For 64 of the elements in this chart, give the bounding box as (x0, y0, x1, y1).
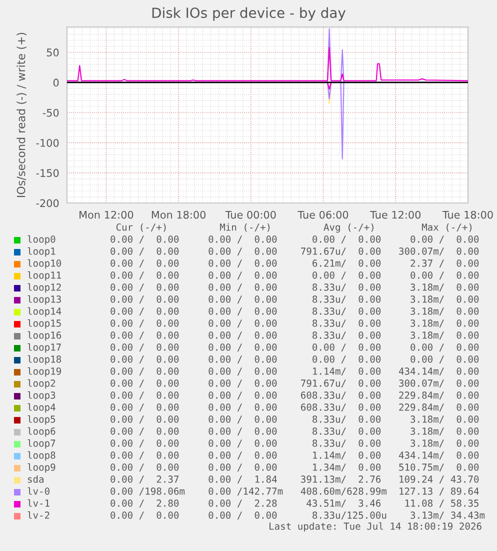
text: 0.00 / 0.00 0.00 / 0.00 0.00 / 0.00 0.00 / 0.00 (110, 236, 479, 244)
legend-label: loop0 (28, 235, 56, 245)
legend-label: loop9 (28, 463, 56, 473)
text: 0.00 / 0.00 0.00 / 0.00 0.00 / 0.00 0.00 / 0.00 (110, 344, 479, 352)
legend-label: loop11 (28, 271, 61, 281)
legend-label: loop3 (28, 391, 56, 401)
legend-label: loop6 (28, 427, 56, 437)
text: 0.00 / 0.00 0.00 / 0.00 8.33u/ 0.00 3.18m/ 0.00 (110, 284, 479, 292)
y-tick-label: -150 (36, 169, 59, 177)
text: 0.00 / 0.00 0.00 / 0.00 8.33u/ 0.00 3.18m/ 0.00 (110, 296, 479, 304)
text: 0.00 / 0.00 0.00 / 0.00 0.00 / 0.00 0.00 / 0.00 (110, 356, 479, 364)
y-tick-label: -100 (36, 138, 59, 147)
text: 0.00 / 2.80 0.00 / 2.28 43.51m/ 3.46 11.08 / 58.35 (110, 500, 478, 508)
text: 0.00 / 0.00 0.00 / 0.00 6.21m/ 0.00 2.37 / 0.00 (110, 260, 479, 268)
legend-label: loop10 (28, 259, 61, 269)
text: 0.00 /198.06m 0.00 /142.77m 408.60m/628.99m 127.13 / 89.64 (110, 488, 479, 496)
chart-title: Disk IOs per device - by day (152, 7, 346, 21)
text: 0.00 / 0.00 0.00 / 0.00 8.33u/ 0.00 3.18m/ 0.00 (110, 440, 479, 448)
legend-label: lv-2 (28, 511, 50, 519)
legend-label: loop2 (28, 379, 56, 389)
y-tick-label: 50 (46, 48, 59, 56)
text: 0.00 / 0.00 0.00 / 0.00 8.33u/ 0.00 3.18m/ 0.00 (110, 308, 479, 316)
text: 0.00 / 0.00 0.00 / 0.00 1.14m/ 0.00 434.14m/ 0.00 (110, 368, 479, 376)
y-tick-label: 0 (53, 78, 59, 87)
legend-label: lv-0 (28, 487, 50, 495)
legend-label: lv-1 (28, 499, 50, 507)
legend-label: loop13 (28, 295, 61, 305)
y-tick-label: -50 (42, 108, 59, 117)
legend-label: loop12 (28, 283, 61, 293)
legend-label: loop17 (28, 343, 61, 353)
y-axis-title: IOs/second read (-) / write (+) (16, 32, 27, 198)
legend-label: loop18 (28, 355, 62, 365)
legend-label: loop1 (28, 247, 56, 257)
text: 0.00 / 0.00 0.00 / 0.00 8.33u/ 0.00 3.18m/ 0.00 (110, 416, 479, 424)
text: 0.00 / 0.00 0.00 / 0.00 8.33u/ 0.00 3.18m/ 0.00 (110, 332, 479, 340)
text: 0.00 / 0.00 0.00 / 0.00 1.34m/ 0.00 510.75m/ 0.00 (110, 464, 479, 472)
text: 0.00 / 0.00 0.00 / 0.00 608.33u/ 0.00 229.84m/ 0.00 (110, 404, 479, 412)
text: 0.00 / 0.00 0.00 / 0.00 8.33u/125.00u 3.13m/ 34.43m (110, 512, 485, 520)
legend-label: sda (28, 475, 44, 483)
legend-label: loop15 (28, 319, 61, 329)
x-tick-label: Tue 12:00 (370, 210, 421, 219)
y-tick-label: -200 (36, 199, 59, 208)
legend-label: loop8 (28, 451, 56, 461)
text: 0.00 / 0.00 0.00 / 0.00 1.14m/ 0.00 434.14m/ 0.00 (110, 452, 479, 460)
legend-label: loop19 (28, 367, 61, 377)
legend-label: loop4 (28, 403, 56, 413)
text: 0.00 / 0.00 0.00 / 0.00 791.67u/ 0.00 300.07m/ 0.00 (110, 248, 479, 256)
text: 0.00 / 0.00 0.00 / 0.00 8.33u/ 0.00 3.18m/ 0.00 (110, 428, 479, 436)
text: 0.00 / 0.00 0.00 / 0.00 791.67u/ 0.00 300.07m/ 0.00 (110, 380, 479, 388)
x-tick-label: Tue 18:00 (442, 210, 493, 219)
legend-label: loop5 (28, 415, 56, 425)
text: 0.00 / 2.37 0.00 / 1.84 391.13m/ 2.76 109.24 / 43.70 (110, 476, 479, 484)
x-tick-label: Tue 00:00 (225, 210, 276, 219)
text: 0.00 / 0.00 0.00 / 0.00 0.00 / 0.00 0.00 / 0.00 (110, 272, 479, 280)
text: Last update: Tue Jul 14 18:00:19 2026 (270, 522, 482, 532)
text: Cur (-/+) Min (-/+) Avg (-/+) Max (-/+) (116, 223, 472, 233)
text: 0.00 / 0.00 0.00 / 0.00 8.33u/ 0.00 3.18m/ 0.00 (110, 320, 479, 328)
legend-label: loop16 (28, 331, 61, 341)
x-tick-label: Tue 06:00 (298, 210, 348, 219)
text: 0.00 / 0.00 0.00 / 0.00 608.33u/ 0.00 229.84m/ 0.00 (110, 392, 479, 400)
legend-label: loop7 (28, 439, 56, 449)
x-tick-label: Mon 12:00 (80, 210, 134, 219)
x-tick-label: Mon 18:00 (152, 210, 206, 219)
legend-label: loop14 (28, 307, 62, 317)
